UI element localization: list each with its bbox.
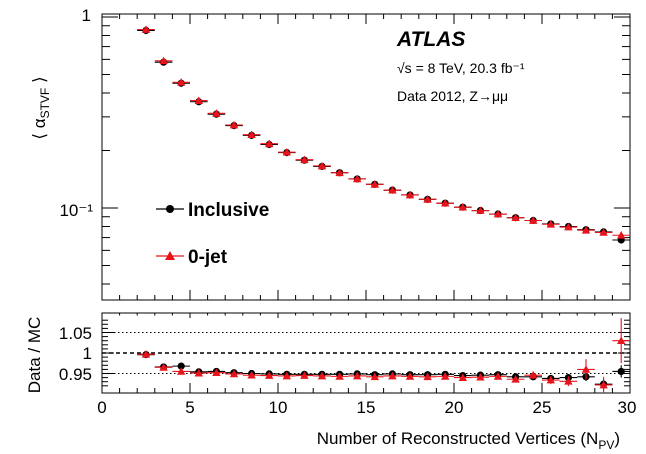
main-point-0-jet — [212, 109, 221, 117]
y-title-alpha: α — [30, 118, 49, 128]
ratio-point-0-jet — [194, 368, 203, 377]
ratio-point-0-jet — [282, 371, 291, 380]
main-point-0-jet — [599, 228, 608, 236]
main-point-0-jet — [141, 25, 151, 33]
main-point-0-jet — [405, 190, 415, 199]
legend-inclusive-marker — [166, 205, 174, 213]
main-point-0-jet — [493, 209, 503, 218]
x-axis-title: Number of Reconstructed Vertices (NPV) — [317, 429, 620, 452]
svg-text:⟨ αSTVF ⟩: ⟨ αSTVF ⟩ — [30, 76, 52, 139]
ratio-point-0-jet — [529, 370, 538, 379]
main-point-0-jet — [265, 139, 274, 148]
main-plot-frame — [101, 13, 631, 301]
ratio-y-tick-label-0.95: 0.95 — [59, 365, 92, 384]
y-tick-label-0.1: 10⁻¹ — [59, 201, 93, 220]
ratio-point-0-jet — [335, 372, 344, 380]
axis-ticks — [101, 14, 631, 393]
main-point-0-jet — [247, 130, 256, 139]
main-series-marks — [137, 25, 630, 244]
ratio-point-0-jet — [458, 373, 467, 381]
x-title-main: Number of Reconstructed Vertices (N — [317, 429, 599, 448]
ratio-point-0-jet — [212, 368, 221, 377]
main-point-0-jet — [370, 180, 379, 188]
main-point-0-jet — [581, 226, 591, 234]
ratio-point-0-jet — [370, 372, 379, 381]
main-point-0-jet — [546, 220, 555, 228]
main-point-0-jet — [300, 155, 309, 164]
y-tick-label-1: 1 — [82, 6, 91, 25]
legend-0jet-marker — [165, 251, 175, 260]
main-point-0-jet — [335, 168, 344, 177]
main-point-0-jet — [511, 213, 520, 222]
ratio-point-0-jet — [493, 372, 503, 380]
legend-inclusive-label: Inclusive — [188, 200, 269, 221]
ratio-point-0-jet — [511, 375, 520, 383]
x-title-subscript: PV — [598, 438, 614, 452]
ratio-point-0-jet — [247, 370, 256, 379]
ratio-series-marks — [137, 318, 630, 393]
legend-0jet-label: 0-jet — [188, 247, 228, 268]
x-tick-label-20: 20 — [445, 398, 464, 417]
main-y-axis-title: ⟨ αSTVF ⟩ — [30, 76, 52, 139]
main-point-0-jet — [476, 206, 485, 214]
atlas-label: ATLAS — [396, 28, 465, 51]
ratio-point-Inclusive — [177, 362, 185, 370]
x-tick-label-30: 30 — [618, 398, 637, 417]
y-title-subscript: STVF — [38, 88, 52, 119]
x-tick-label-0: 0 — [97, 398, 106, 417]
ratio-point-0-jet — [353, 371, 362, 380]
ratio-y-axis-title: Data / MC — [25, 317, 44, 394]
x-title-end: ) — [614, 429, 620, 448]
ratio-point-0-jet — [476, 372, 485, 381]
x-tick-label-10: 10 — [269, 398, 288, 417]
ratio-point-0-jet — [159, 363, 168, 371]
ratio-point-0-jet — [441, 372, 450, 380]
ratio-point-0-jet — [564, 377, 573, 385]
ratio-point-0-jet — [405, 372, 415, 380]
ratio-y-tick-label-1: 1 — [83, 344, 92, 363]
x-tick-label-5: 5 — [185, 398, 194, 417]
ratio-point-Inclusive — [617, 367, 625, 376]
x-tick-label-25: 25 — [533, 398, 552, 417]
main-point-0-jet — [177, 78, 186, 86]
ratio-point-0-jet — [546, 375, 555, 384]
ratio-point-0-jet — [581, 365, 591, 373]
legend: Inclusive 0-jet — [156, 200, 269, 268]
ratio-point-0-jet — [317, 371, 327, 380]
dataset-label: Data 2012, Z→μμ — [397, 88, 508, 104]
main-point-0-jet — [353, 174, 362, 183]
x-tick-label-15: 15 — [357, 398, 376, 417]
main-point-0-jet — [194, 96, 203, 104]
ratio-point-0-jet — [265, 371, 274, 379]
main-point-0-jet — [441, 198, 450, 207]
main-point-0-jet — [159, 56, 168, 65]
x-tick-labels: 0 5 10 15 20 25 30 — [97, 398, 636, 417]
ratio-point-0-jet — [229, 369, 239, 378]
main-point-0-jet — [529, 216, 538, 224]
ratio-point-0-jet — [388, 371, 397, 380]
ratio-point-0-jet — [423, 372, 432, 381]
main-point-0-jet — [388, 185, 397, 194]
y-title-open-bracket: ⟨ — [30, 128, 49, 139]
ratio-point-0-jet — [617, 336, 626, 345]
ratio-y-tick-label-1.05: 1.05 — [59, 324, 92, 343]
ratio-point-0-jet — [599, 380, 608, 389]
main-point-0-jet — [617, 231, 626, 239]
ratio-point-0-jet — [300, 371, 309, 379]
ratio-point-0-jet — [141, 350, 151, 358]
main-point-0-jet — [282, 147, 291, 156]
main-point-0-jet — [317, 161, 327, 170]
y-title-close-bracket: ⟩ — [30, 76, 49, 87]
main-point-0-jet — [458, 202, 467, 211]
energy-label: √s = 8 TeV, 20.3 fb⁻¹ — [397, 60, 525, 76]
main-point-0-jet — [423, 195, 432, 203]
main-point-0-jet — [564, 222, 573, 231]
main-point-0-jet — [229, 120, 239, 129]
ratio-point-0-jet — [177, 367, 186, 375]
